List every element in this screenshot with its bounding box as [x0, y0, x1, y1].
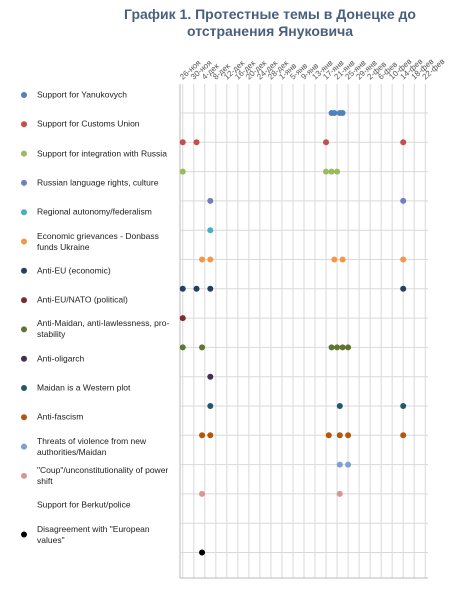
dot — [323, 168, 330, 175]
dot — [207, 227, 214, 234]
row-label: "Coup"/unconstitutionality of power shif… — [37, 464, 169, 486]
row-marker — [21, 267, 27, 274]
dot — [325, 432, 332, 439]
row-label: Support for Yanukovych — [37, 89, 127, 100]
dot — [179, 285, 186, 292]
dot — [345, 344, 352, 351]
dot — [207, 197, 214, 204]
row-marker — [21, 209, 27, 216]
dot — [207, 403, 214, 409]
row-label: Threats of violence from new authorities… — [37, 435, 147, 457]
dot — [323, 139, 330, 146]
dot — [179, 168, 186, 175]
dot — [400, 403, 407, 409]
dot — [334, 168, 341, 175]
row-marker — [21, 238, 27, 245]
row-label: Russian language rights, culture — [37, 177, 159, 188]
dot — [345, 461, 352, 468]
dot — [339, 344, 346, 351]
dot — [400, 432, 407, 439]
row-label: Disagreement with "European values" — [37, 523, 150, 545]
dot — [207, 432, 214, 439]
dot — [179, 344, 186, 351]
dot — [339, 256, 346, 263]
row-label: Anti-EU (economic) — [37, 265, 111, 276]
row-marker — [21, 531, 27, 538]
dot — [334, 344, 341, 351]
dot — [400, 285, 407, 292]
dot — [336, 490, 343, 497]
dot — [328, 344, 335, 351]
dot — [336, 403, 343, 409]
row-label: Regional autonomy/federalism — [37, 206, 152, 217]
dot — [336, 461, 343, 468]
dot — [328, 168, 335, 175]
dot — [199, 549, 206, 556]
dot — [331, 110, 338, 116]
row-label: Anti-fascism — [37, 411, 84, 422]
row-label: Anti-EU/NATO (political) — [37, 294, 128, 305]
row-label: Support for Customs Union — [37, 118, 140, 129]
row-label: Economic grievances - Donbass funds Ukra… — [37, 230, 159, 252]
chart-title: График 1. Протестные темы в Донецке до о… — [124, 6, 416, 39]
row-marker — [21, 443, 27, 450]
dot — [199, 344, 206, 351]
row-marker — [21, 121, 27, 128]
row-label: Anti-oligarch — [37, 353, 85, 364]
row-label: Support for Berkut/police — [37, 499, 131, 510]
dot — [331, 256, 338, 263]
row-marker — [21, 385, 27, 391]
row-marker — [21, 326, 27, 333]
row-marker — [21, 179, 27, 186]
dot — [400, 197, 407, 204]
dot — [193, 139, 200, 146]
dot — [345, 432, 352, 439]
row-marker — [21, 150, 27, 157]
dot — [207, 373, 214, 380]
dot — [199, 256, 206, 263]
dot — [400, 139, 407, 146]
dot — [199, 432, 206, 439]
dot — [207, 285, 214, 292]
row-label: Maidan is a Western plot — [37, 382, 131, 393]
dot — [336, 432, 343, 439]
dot — [207, 256, 214, 263]
row-marker — [21, 472, 27, 479]
dot — [179, 139, 186, 146]
row-label: Anti-Maidan, anti-lawlessness, pro-stabi… — [37, 318, 170, 340]
dot — [199, 490, 206, 497]
row-marker — [21, 297, 27, 304]
row-marker — [21, 92, 27, 98]
row-marker — [21, 355, 27, 362]
dot — [179, 315, 186, 322]
dot — [400, 256, 407, 263]
row-marker — [21, 414, 27, 421]
dot — [193, 285, 200, 292]
row-label: Support for integration with Russia — [37, 148, 167, 159]
dot — [339, 110, 346, 116]
